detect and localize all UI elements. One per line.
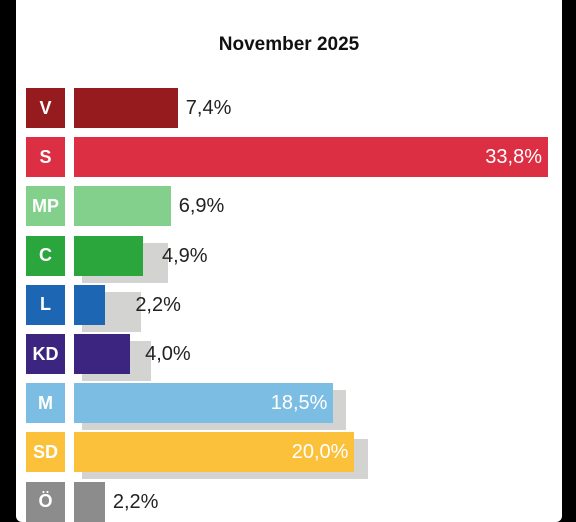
chart-title: November 2025 (218, 34, 360, 55)
category-label-party-7: SD (26, 432, 65, 473)
bar-party-4 (74, 284, 105, 325)
bar-row-party-6: M 18,5% (16, 383, 562, 431)
category-label-party-4: L (26, 284, 65, 325)
category-label-party-2: MP (26, 186, 65, 227)
value-label-party-6: 18,5% (270, 392, 328, 415)
category-label-party-0: V (26, 88, 65, 128)
chart-card: November 2025 V 7,4% S 33,8% MP 6,9% C 4,9% L 2,2… (16, 0, 562, 522)
category-label-party-3: C (26, 235, 65, 276)
value-label-party-1: 33,8% (485, 146, 542, 169)
bar-row-party-5: KD 4,0% (16, 334, 562, 381)
bar-party-0 (74, 88, 178, 128)
bar-row-party-2: MP 6,9% (16, 186, 562, 227)
value-label-party-3: 4,9% (161, 244, 208, 267)
bar-row-party-0: V 7,4% (16, 88, 562, 128)
bar-party-7 (74, 432, 355, 473)
bar-row-party-4: L 2,2% (16, 284, 562, 332)
value-label-party-5: 4,0% (145, 343, 191, 365)
bar-row-party-8: Ö 2,2% (16, 481, 562, 522)
bar-party-3 (74, 235, 143, 276)
bar-row-party-3: C 4,9% (16, 235, 562, 283)
bar-party-8 (74, 481, 105, 522)
value-label-party-4: 2,2% (135, 293, 181, 316)
bar-row-party-1: S 33,8% (16, 137, 562, 178)
bar-party-2 (74, 186, 171, 227)
value-label-party-7: 20,0% (291, 441, 349, 464)
value-label-party-8: 2,2% (112, 490, 159, 513)
bar-party-1 (74, 137, 548, 178)
value-label-party-2: 6,9% (178, 195, 225, 218)
bar-row-party-7: SD 20,0% (16, 432, 562, 480)
value-label-party-0: 7,4% (185, 97, 232, 119)
category-label-party-6: M (26, 383, 65, 424)
category-label-party-5: KD (26, 334, 65, 374)
bar-party-6 (74, 383, 334, 424)
bar-party-5 (74, 334, 131, 374)
category-label-party-8: Ö (26, 481, 65, 522)
category-label-party-1: S (26, 137, 65, 178)
